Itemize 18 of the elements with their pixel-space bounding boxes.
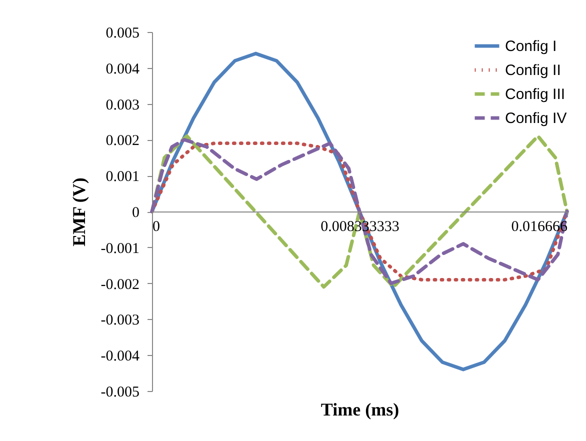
y-tick-label: -0.003 [100,312,140,329]
legend-label: Config IV [505,110,567,127]
y-tick-label: -0.005 [100,384,140,400]
y-tick-label: 0 [132,205,140,221]
x-axis-title: Time (ms) [320,400,400,420]
legend-label: Config III [505,86,566,103]
y-axis-title: EMF (V) [68,178,89,246]
y-tick-label: -0.002 [100,276,140,293]
y-tick-label: 0.003 [106,97,140,114]
x-tick-label: 0 [152,219,160,235]
legend-label: Config I [505,38,557,55]
y-tick-label: 0.005 [106,26,140,42]
y-tick-label: 0.004 [106,61,140,78]
y-tick-label: -0.001 [100,240,140,257]
y-tick-label: 0.002 [106,133,140,150]
legend-label: Config II [505,62,561,79]
y-tick-label: 0.001 [106,169,140,186]
y-tick-label: -0.004 [100,348,140,365]
